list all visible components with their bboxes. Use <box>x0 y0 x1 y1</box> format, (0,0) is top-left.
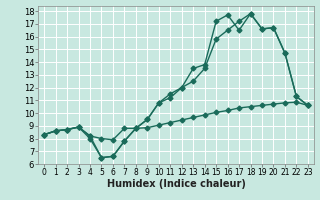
X-axis label: Humidex (Indice chaleur): Humidex (Indice chaleur) <box>107 179 245 189</box>
